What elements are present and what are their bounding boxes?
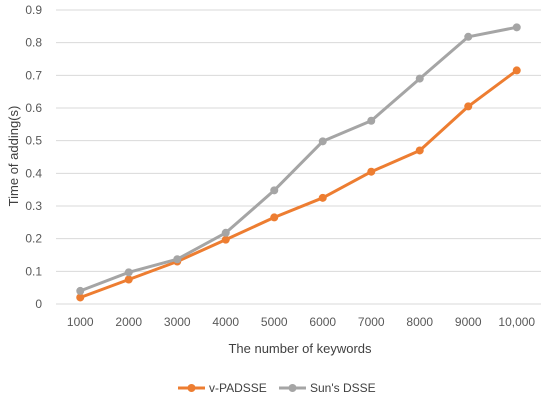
data-point-series-0 (76, 293, 85, 302)
legend-entry-v-padsse: v-PADSSE (178, 381, 267, 395)
y-tick-label: 0 (35, 297, 42, 311)
x-tick-label: 3000 (164, 315, 191, 329)
data-point-series-1 (318, 137, 327, 146)
y-tick-label: 0.3 (25, 199, 42, 213)
data-point-series-0 (124, 275, 133, 284)
data-point-series-1 (124, 268, 133, 277)
data-point-series-1 (173, 255, 182, 264)
data-point-series-1 (367, 116, 376, 125)
y-tick-label: 0.4 (25, 166, 42, 180)
data-point-series-0 (512, 66, 521, 75)
data-point-series-0 (270, 213, 279, 222)
x-tick-label: 6000 (309, 315, 336, 329)
legend-label-suns-dsse: Sun's DSSE (310, 381, 376, 395)
y-tick-label: 0.1 (25, 264, 42, 278)
y-tick-label: 0.5 (25, 134, 42, 148)
grid-lines (56, 9, 541, 305)
data-point-series-0 (221, 235, 230, 244)
data-point-series-1 (76, 286, 85, 295)
legend-marker-suns-dsse (288, 384, 297, 392)
x-tick-label: 10,000 (498, 315, 535, 329)
legend-label-v-padsse: v-PADSSE (209, 381, 267, 395)
data-point-series-1 (512, 23, 521, 32)
x-tick-label: 9000 (455, 315, 482, 329)
y-tick-label: 0.9 (25, 3, 42, 17)
x-tick-label: 5000 (261, 315, 288, 329)
y-tick-label: 0.6 (25, 101, 42, 115)
x-tick-label: 4000 (212, 315, 239, 329)
x-tick-label: 2000 (115, 315, 142, 329)
data-point-series-1 (464, 32, 473, 41)
data-point-series-1 (270, 186, 279, 195)
series-lines (76, 23, 521, 302)
legend-marker-v-padsse (187, 384, 196, 392)
data-point-series-1 (415, 74, 424, 83)
x-tick-label: 8000 (406, 315, 433, 329)
y-tick-label: 0.2 (25, 232, 42, 246)
x-tick-label: 1000 (67, 315, 94, 329)
y-axis-ticks: 0 0.1 0.2 0.3 0.4 0.5 0.6 0.7 0.8 0.9 (25, 3, 42, 311)
y-tick-label: 0.8 (25, 36, 42, 50)
data-point-series-1 (221, 228, 230, 237)
x-tick-label: 7000 (358, 315, 385, 329)
legend-entry-suns-dsse: Sun's DSSE (279, 381, 376, 395)
x-axis-title: The number of keywords (228, 341, 372, 356)
data-point-series-0 (367, 167, 376, 176)
y-tick-label: 0.7 (25, 68, 42, 82)
series-line-0 (78, 68, 519, 299)
legend: v-PADSSE Sun's DSSE (178, 381, 376, 395)
series-line-1 (78, 25, 519, 293)
x-axis-ticks: 1000 2000 3000 4000 5000 6000 7000 8000 9000 10,0… (67, 315, 536, 329)
data-point-series-0 (415, 146, 424, 155)
y-axis-title: Time of adding(s) (6, 106, 21, 207)
data-point-series-0 (464, 102, 473, 111)
data-point-series-0 (318, 193, 327, 202)
